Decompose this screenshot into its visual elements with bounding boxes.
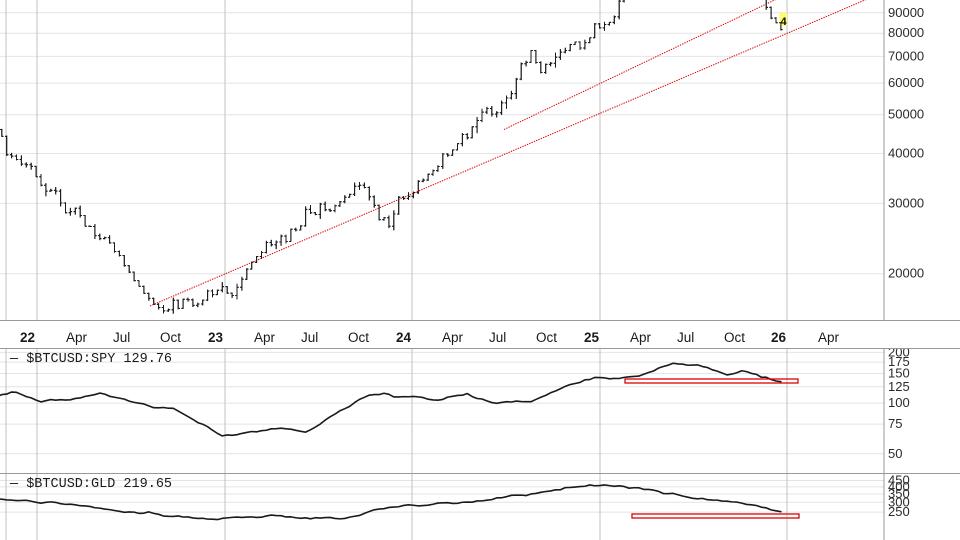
svg-text:75: 75 [888, 416, 902, 431]
svg-text:70000: 70000 [888, 48, 924, 63]
svg-text:Oct: Oct [536, 330, 557, 345]
svg-text:250: 250 [888, 504, 910, 519]
svg-text:100: 100 [888, 395, 910, 410]
svg-text:Apr: Apr [66, 330, 88, 345]
svg-text:90000: 90000 [888, 5, 924, 20]
svg-text:25: 25 [584, 330, 600, 345]
svg-text:— $BTCUSD:SPY 129.76: — $BTCUSD:SPY 129.76 [9, 352, 172, 367]
svg-text:Apr: Apr [818, 330, 840, 345]
svg-text:Jul: Jul [113, 330, 130, 345]
svg-text:23: 23 [208, 330, 224, 345]
svg-text:4: 4 [781, 16, 788, 28]
svg-text:Apr: Apr [254, 330, 276, 345]
svg-text:Jul: Jul [301, 330, 318, 345]
svg-text:Oct: Oct [348, 330, 369, 345]
svg-text:40000: 40000 [888, 145, 924, 160]
svg-text:20000: 20000 [888, 266, 924, 281]
svg-text:30000: 30000 [888, 195, 924, 210]
svg-text:26: 26 [771, 330, 787, 345]
svg-text:Apr: Apr [442, 330, 464, 345]
svg-text:Jul: Jul [677, 330, 694, 345]
svg-text:60000: 60000 [888, 75, 924, 90]
svg-text:80000: 80000 [888, 25, 924, 40]
svg-text:Oct: Oct [724, 330, 745, 345]
svg-text:24: 24 [396, 330, 412, 345]
svg-text:50000: 50000 [888, 107, 924, 122]
svg-text:22: 22 [20, 330, 35, 345]
svg-text:Oct: Oct [160, 330, 181, 345]
svg-text:50: 50 [888, 446, 902, 461]
svg-text:Apr: Apr [630, 330, 652, 345]
svg-text:125: 125 [888, 379, 910, 394]
svg-text:Jul: Jul [489, 330, 506, 345]
svg-text:— $BTCUSD:GLD 219.65: — $BTCUSD:GLD 219.65 [9, 477, 172, 492]
